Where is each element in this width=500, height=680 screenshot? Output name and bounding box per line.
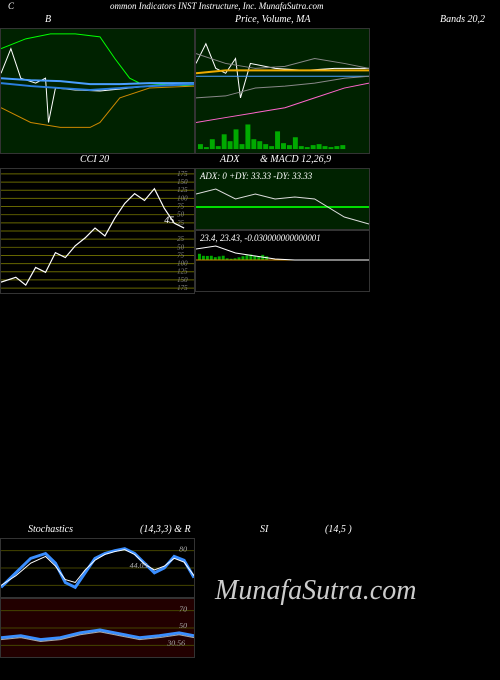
- chart-svg-stoch: 80 44.05: [1, 539, 194, 597]
- panel-price-left: B Price, Volume, MA Bands 20,2: [0, 14, 195, 154]
- chart-box-1a: [0, 28, 195, 154]
- spacer-row3: [0, 294, 500, 524]
- row-1: B Price, Volume, MA Bands 20,2: [0, 14, 500, 154]
- svg-text:44.05: 44.05: [130, 561, 148, 570]
- svg-text:150: 150: [177, 179, 188, 186]
- svg-text:75: 75: [177, 252, 184, 259]
- page-header: C ommon Indicators INST Instructure, Inc…: [0, 0, 500, 14]
- spacer-1b: [195, 14, 370, 28]
- title-si: SI: [260, 524, 268, 535]
- panel-adx-macd: ADX: 0 +DY: 33.33 -DY: 33.33 23.4, 23.43…: [195, 154, 370, 294]
- chart-box-adx: ADX: 0 +DY: 33.33 -DY: 33.33: [195, 168, 370, 230]
- svg-text:25: 25: [177, 236, 184, 243]
- chart-box-stoch: 80 44.05: [0, 538, 195, 598]
- svg-text:125: 125: [177, 269, 188, 276]
- chart-svg-macd: 23.4, 23.43, -0.030000000000001: [196, 231, 369, 291]
- svg-text:45: 45: [164, 215, 174, 226]
- watermark: MunafaSutra.com: [215, 575, 416, 607]
- title-params2: (14,5 ): [325, 524, 352, 535]
- panel-title-row1: B Price, Volume, MA Bands 20,2: [0, 14, 195, 28]
- chart-svg-adx: ADX: 0 +DY: 33.33 -DY: 33.33: [196, 169, 369, 229]
- svg-text:50: 50: [177, 244, 184, 251]
- title-params1: (14,3,3) & R: [140, 524, 191, 535]
- title-stoch: Stochastics: [28, 524, 73, 535]
- svg-text:100: 100: [177, 261, 188, 268]
- header-title: ommon Indicators INST Instructure, Inc. …: [110, 1, 324, 11]
- svg-text:80: 80: [179, 545, 187, 554]
- header-c: C: [8, 1, 14, 11]
- chart-box-1b: [195, 28, 370, 154]
- svg-text:30.56: 30.56: [166, 638, 185, 647]
- svg-text:175: 175: [177, 285, 188, 292]
- svg-text:50: 50: [177, 212, 184, 219]
- svg-text:125: 125: [177, 187, 188, 194]
- title-b: B: [45, 14, 51, 25]
- svg-text:ADX: 0 +DY: 33.33 -DY: 33.3: ADX: 0 +DY: 33.33 -DY: 33.33: [199, 171, 313, 181]
- panel-cci: CCI 20 ADX & MACD 12,26,9 17515012510075…: [0, 154, 195, 294]
- row-2: CCI 20 ADX & MACD 12,26,9 17515012510075…: [0, 154, 500, 294]
- chart-box-cci: 17515012510075502525507510012515017545: [0, 168, 195, 294]
- panel-stoch-rsi: 80 44.05 70 50 30.56: [0, 538, 195, 658]
- chart-svg-cci: 17515012510075502525507510012515017545: [1, 169, 194, 293]
- chart-svg-1b: [196, 29, 369, 153]
- chart-svg-1a: [1, 29, 194, 153]
- panel-title-cci: CCI 20 ADX & MACD 12,26,9: [0, 154, 195, 168]
- title-cci: CCI 20: [80, 154, 109, 165]
- svg-text:70: 70: [179, 605, 187, 614]
- svg-text:150: 150: [177, 277, 188, 284]
- chart-box-rsi: 70 50 30.56: [0, 598, 195, 658]
- chart-box-macd: 23.4, 23.43, -0.030000000000001: [195, 230, 370, 292]
- chart-svg-rsi: 70 50 30.56: [1, 599, 194, 657]
- panel-title-stoch: Stochastics (14,3,3) & R SI (14,5 ): [0, 524, 500, 538]
- svg-text:23.4, 23.43, -0.030000000000: 23.4, 23.43, -0.030000000000001: [200, 233, 321, 243]
- title-bands: Bands 20,2: [440, 14, 485, 25]
- panel-price-right: [195, 14, 370, 154]
- svg-text:175: 175: [177, 171, 188, 178]
- svg-text:50: 50: [179, 621, 187, 630]
- svg-text:100: 100: [177, 195, 188, 202]
- svg-text:75: 75: [177, 204, 184, 211]
- spacer-2b: [195, 154, 370, 168]
